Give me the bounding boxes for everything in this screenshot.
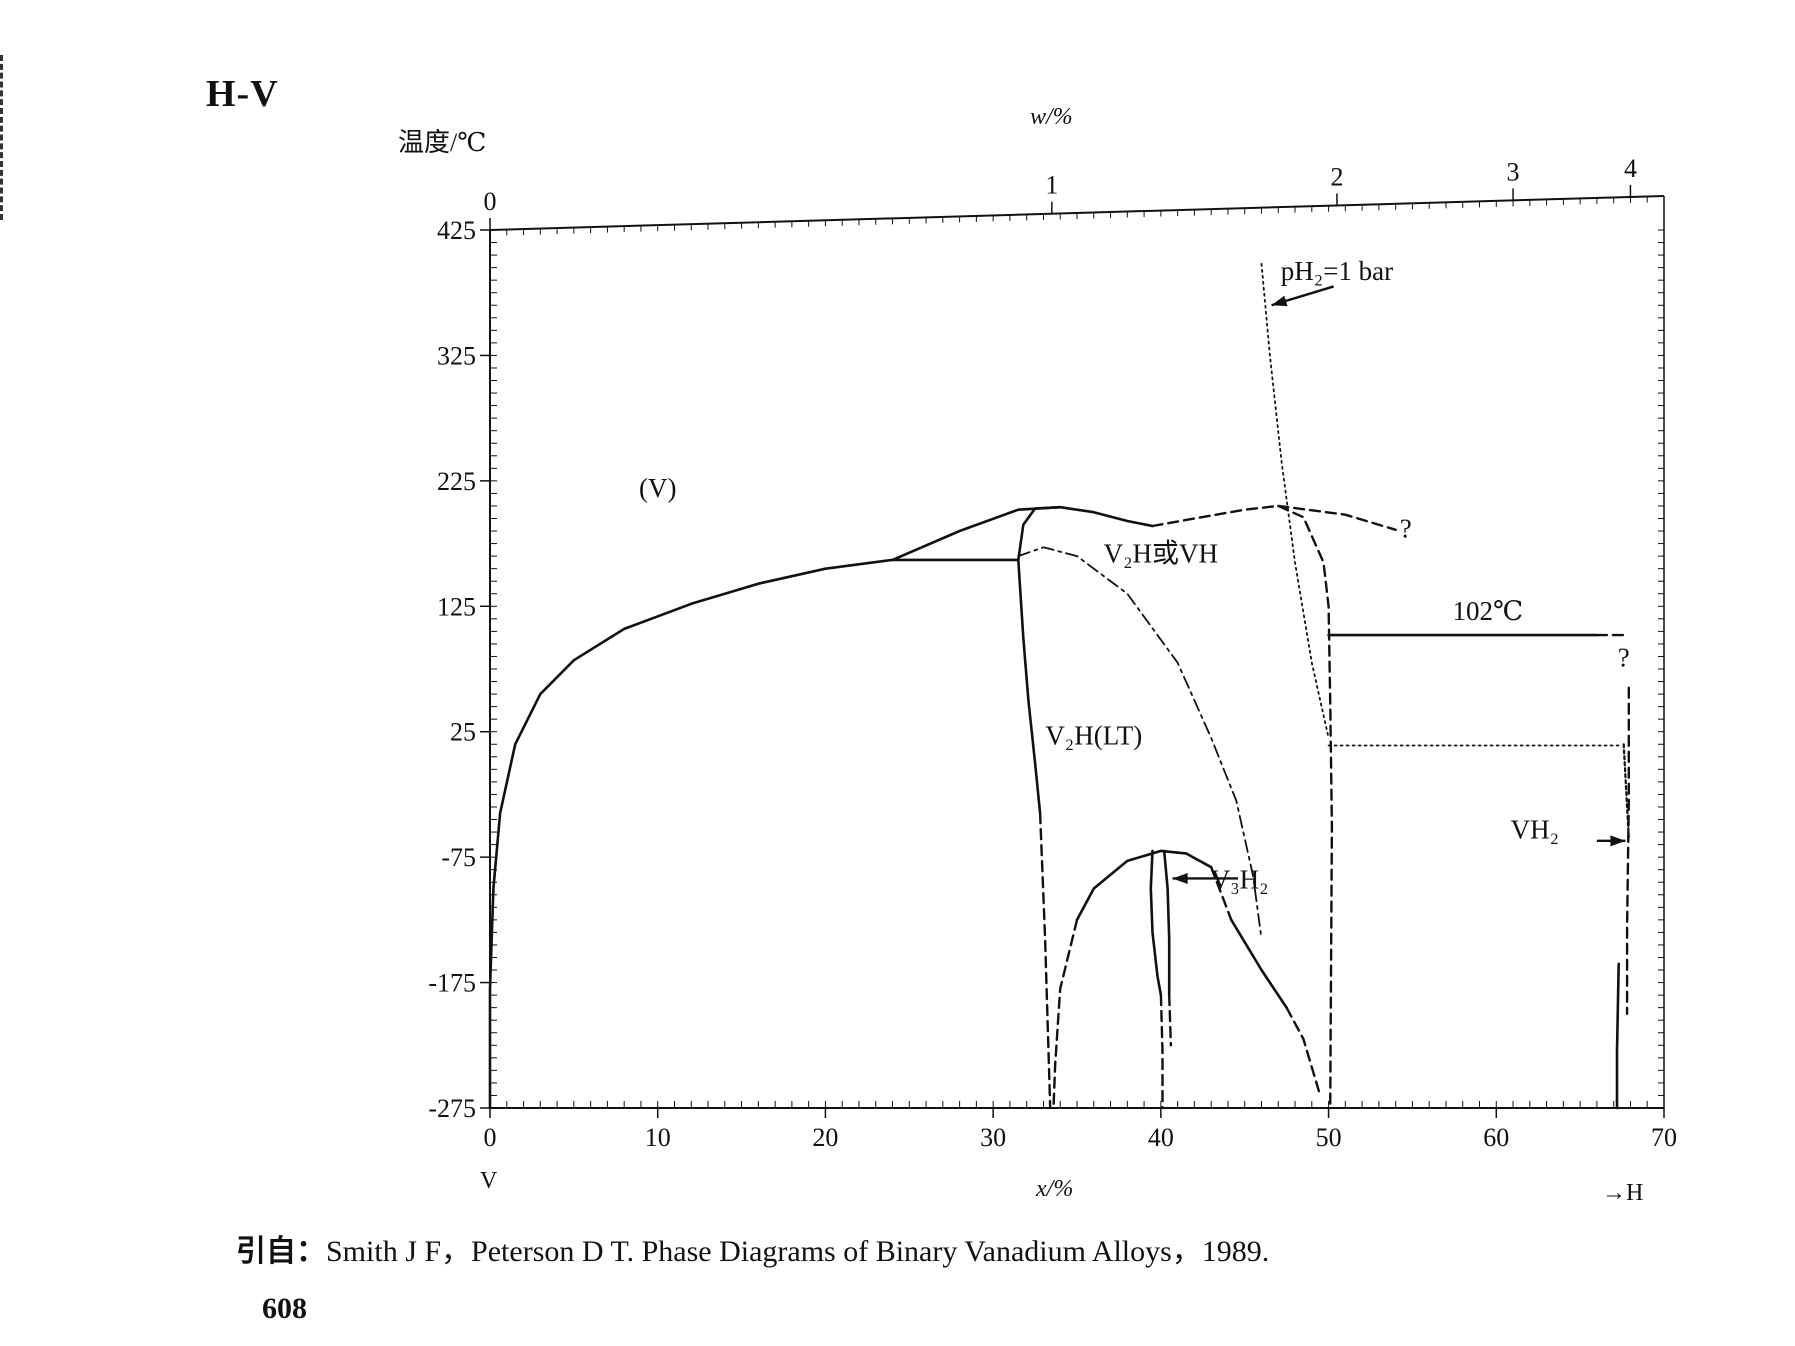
x-tick-label: 20: [812, 1123, 838, 1152]
x-tick-label: 70: [1651, 1123, 1677, 1152]
y-tick-label: -75: [441, 843, 476, 872]
x-tick-label: 40: [1148, 1123, 1174, 1152]
top-tick-label: 2: [1330, 162, 1343, 191]
region-label: ?: [1618, 642, 1630, 672]
phase-boundary-solid: [1615, 962, 1620, 1110]
phase-boundary-dashed: [1052, 918, 1079, 1110]
phase-boundary-solid: [1017, 505, 1062, 562]
y-tick-label: -175: [428, 969, 476, 998]
phase-boundary-solid: [1149, 849, 1163, 997]
x-tick-label: 60: [1483, 1123, 1509, 1152]
source-lead: 引自：: [236, 1235, 326, 1268]
ph2-arrow-head: [1271, 295, 1288, 307]
region-label: (V): [639, 473, 676, 503]
top-tick-label: 3: [1507, 157, 1520, 186]
phase-boundary-solid: [1162, 849, 1171, 997]
phase-boundary-dotted: [1260, 263, 1330, 739]
x-left-element: V: [480, 1168, 498, 1194]
phase-boundary-dashed: [1038, 812, 1052, 1110]
phase-boundary-dashed: [1210, 866, 1233, 922]
x-tick-label: 0: [484, 1123, 497, 1152]
phase-boundary-dashed: [1151, 504, 1334, 1110]
y-tick-label: -275: [428, 1094, 476, 1123]
region-label: V₂H或VH: [1104, 538, 1218, 568]
top-tick-label: 1: [1045, 171, 1058, 200]
region-label: V₂H(LT): [1045, 720, 1142, 750]
phase-boundary-dashed: [1168, 993, 1173, 1047]
phase-boundary-solid: [1230, 918, 1288, 1009]
x-right-element: →H: [1602, 1180, 1644, 1206]
top-tick-label: 4: [1624, 154, 1637, 183]
x-tick-label: 10: [645, 1123, 671, 1152]
region-label: 102℃: [1453, 596, 1524, 626]
phase-boundary-dashed: [1277, 504, 1397, 531]
v3h2-arrow-head: [1172, 872, 1188, 884]
system-title: H-V: [206, 73, 279, 115]
phase-boundary-dashdot: [1017, 546, 1263, 940]
y-tick-label: 425: [437, 216, 476, 245]
region-label: pH₂=1 bar: [1281, 256, 1393, 286]
phase-boundary-wavy: [1622, 743, 1630, 840]
vh2-arrow-head: [1610, 835, 1626, 847]
region-label: ?: [1400, 513, 1412, 543]
phase-boundary-dashed: [1159, 993, 1164, 1110]
x-axis-title: x/%: [1036, 1176, 1074, 1202]
phase-boundary-dashed: [1625, 686, 1630, 1016]
x-tick-label: 50: [1316, 1123, 1342, 1152]
phase-boundary-dashed: [1285, 1006, 1322, 1097]
x-tick-label: 30: [980, 1123, 1006, 1152]
phase-boundary-solid: [1075, 849, 1213, 922]
region-label: V₃H₂: [1211, 865, 1269, 895]
y-tick-label: 225: [437, 467, 476, 496]
top-axis-title: w/%: [1030, 104, 1073, 130]
y-tick-label: 325: [437, 341, 476, 370]
page-number: 608: [262, 1292, 307, 1325]
y-tick-label: 125: [437, 592, 476, 621]
y-tick-label: 25: [450, 718, 476, 747]
source-citation: 引自：Smith J F，Peterson D T. Phase Diagram…: [236, 1226, 1269, 1270]
source-text: Smith J F，Peterson D T. Phase Diagrams o…: [326, 1235, 1270, 1268]
region-label: VH₂: [1511, 814, 1559, 844]
phase-boundary-solid: [488, 558, 894, 1110]
phase-boundary-solid: [1017, 558, 1042, 815]
top-tick-label: 0: [484, 187, 497, 216]
page-edge-marks: [0, 55, 6, 220]
y-axis-title: 温度/℃: [398, 128, 487, 157]
